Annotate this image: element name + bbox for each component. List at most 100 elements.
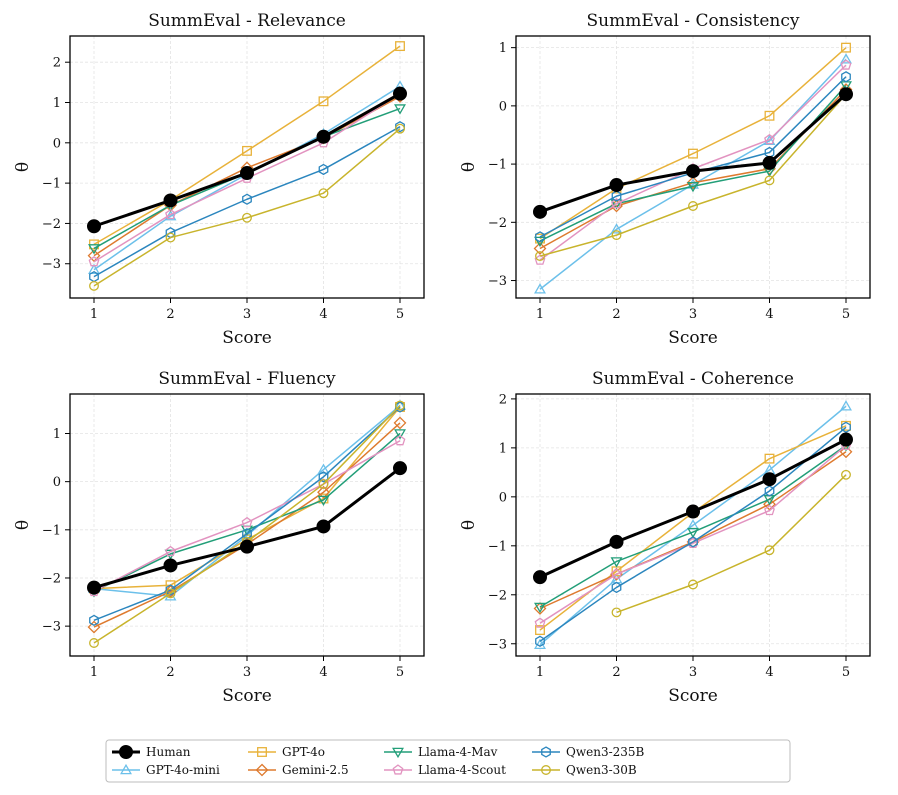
legend-label: Llama-4-Mav <box>418 745 498 759</box>
legend-label: Gemini-2.5 <box>282 763 349 777</box>
point-llama-4-mav <box>610 199 623 210</box>
x-tick-label: 1 <box>536 307 544 322</box>
point-llama-4-mav <box>394 429 406 440</box>
series-qwen3-30b <box>89 123 405 291</box>
legend-marker-human <box>119 745 133 759</box>
point-gpt-4o-mini <box>394 399 406 410</box>
point-qwen3-30b <box>89 280 99 291</box>
point-gpt-4o <box>318 96 329 107</box>
point-gpt-4o-mini <box>317 463 330 474</box>
y-tick-label: 0 <box>53 136 61 151</box>
series-line-qwen3-30b <box>93 128 401 287</box>
series-line-gpt-4o-mini <box>539 405 847 646</box>
point-llama-4-mav <box>88 244 100 255</box>
series-line-llama-4-mav <box>539 444 847 608</box>
point-gpt-4o <box>535 625 545 635</box>
x-axis-label: Score <box>668 686 718 706</box>
point-human <box>163 558 178 573</box>
series-line-llama-4-mav <box>93 432 401 593</box>
point-human <box>762 472 777 487</box>
point-llama-4-mav <box>687 181 699 193</box>
x-tick-label: 5 <box>842 307 850 322</box>
series-qwen3-235b <box>535 421 851 647</box>
point-qwen3-30b <box>688 201 698 211</box>
y-axis-label: θ <box>13 520 33 530</box>
x-tick-label: 2 <box>612 307 620 322</box>
point-qwen3-235b <box>611 190 622 202</box>
legend-entry-gpt-4o-mini: GPT-4o-mini <box>112 763 220 777</box>
point-gpt-4o <box>688 148 698 159</box>
point-qwen3-235b <box>165 584 176 596</box>
point-qwen3-235b <box>318 471 329 483</box>
point-gemini-2-5 <box>686 176 700 190</box>
point-human <box>762 155 777 170</box>
point-qwen3-235b <box>535 635 545 647</box>
legend-label: Qwen3-30B <box>566 763 637 777</box>
x-tick-label: 4 <box>765 307 773 322</box>
y-tick-label: −3 <box>488 274 507 289</box>
point-qwen3-235b <box>242 528 252 540</box>
x-tick-label: 3 <box>243 307 251 322</box>
point-human <box>163 193 178 208</box>
y-tick-label: −1 <box>488 539 507 554</box>
point-qwen3-235b <box>89 614 99 627</box>
chart-title: SummEval - Consistency <box>586 11 799 31</box>
point-llama-4-scout <box>764 133 775 145</box>
legend-entry-llama-4-scout: Llama-4-Scout <box>384 763 506 777</box>
y-tick-label: 1 <box>53 427 61 442</box>
legend-marker-qwen3-235b <box>541 746 551 758</box>
series-qwen3-30b <box>611 469 851 618</box>
point-gemini-2-5 <box>317 485 330 499</box>
point-llama-4-mav <box>534 602 546 614</box>
series-line-llama-4-mav <box>539 84 847 242</box>
point-qwen3-235b <box>535 231 545 243</box>
series-line-gpt-4o-mini <box>539 58 847 290</box>
point-llama-4-mav <box>534 236 546 248</box>
point-gemini-2-5 <box>393 416 407 430</box>
y-tick-label: −1 <box>42 177 61 192</box>
series-line-qwen3-235b <box>93 406 401 622</box>
y-tick-label: 2 <box>53 56 61 71</box>
point-qwen3-235b <box>688 536 698 548</box>
point-qwen3-30b <box>395 400 405 411</box>
point-gpt-4o <box>764 453 775 464</box>
series-line-qwen3-235b <box>539 426 847 642</box>
point-human <box>686 504 700 519</box>
point-gemini-2-5 <box>87 620 101 634</box>
legend-label: Qwen3-235B <box>566 745 645 759</box>
point-qwen3-235b <box>764 485 775 497</box>
point-gpt-4o-mini <box>840 400 852 411</box>
point-qwen3-30b <box>535 251 545 262</box>
series-line-qwen3-30b <box>616 474 847 614</box>
legend-marker-qwen3-30b <box>541 765 551 775</box>
legend-label: Llama-4-Scout <box>418 763 506 777</box>
y-tick-label: −3 <box>42 620 61 635</box>
point-gpt-4o <box>764 110 775 121</box>
series-human <box>533 432 853 585</box>
x-axis-label: Score <box>222 686 272 706</box>
point-human <box>686 164 700 179</box>
y-tick-label: 0 <box>499 99 507 114</box>
point-llama-4-mav <box>317 495 330 507</box>
point-gpt-4o-mini <box>534 283 546 294</box>
y-axis-label: θ <box>459 162 479 172</box>
x-tick-label: 5 <box>842 665 850 680</box>
panel-summeval-consistency: 1 2 3 4 5 −3 −2 −1 0 1 SummEval - Consistency Score… <box>459 11 871 348</box>
point-gpt-4o <box>242 145 252 156</box>
point-human <box>87 580 101 595</box>
point-human <box>839 432 853 447</box>
x-tick-label: 1 <box>536 665 544 680</box>
point-qwen3-30b <box>165 588 176 599</box>
panel-summeval-relevance: 1 2 3 4 5 −3 −2 −1 0 1 2 SummEval - Relevance Score θ <box>13 11 425 348</box>
x-tick-label: 2 <box>166 307 174 322</box>
point-human <box>533 204 547 219</box>
x-tick-label: 3 <box>689 307 697 322</box>
y-tick-label: −1 <box>488 158 507 173</box>
point-gpt-4o-mini <box>840 53 852 64</box>
point-qwen3-235b <box>841 71 851 83</box>
y-tick-label: −2 <box>488 216 507 231</box>
point-gpt-4o <box>841 42 851 53</box>
legend-entry-qwen3-30b: Qwen3-30B <box>532 763 637 777</box>
x-tick-label: 4 <box>319 665 327 680</box>
point-llama-4-scout <box>611 568 622 579</box>
